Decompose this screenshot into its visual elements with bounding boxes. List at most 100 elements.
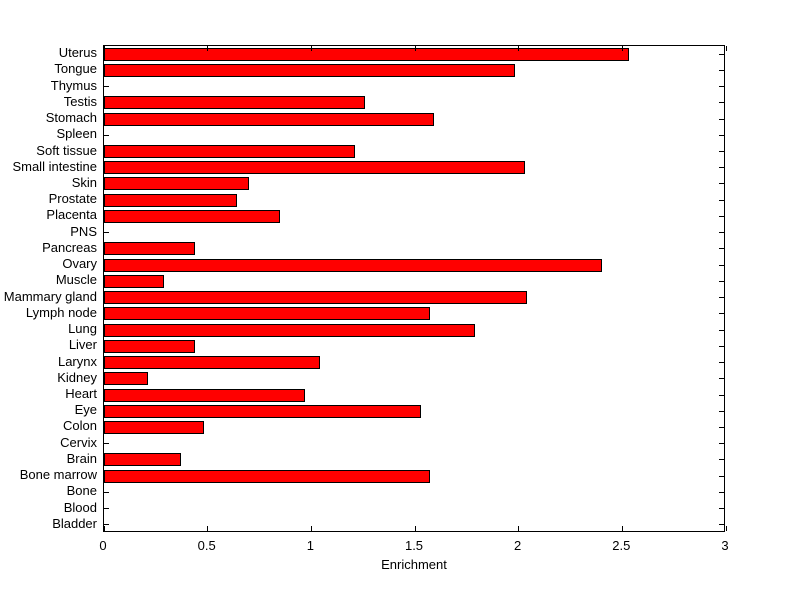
bar-muscle bbox=[104, 274, 165, 288]
y-tick-label-tongue: Tongue bbox=[54, 61, 97, 77]
y-tick-label-eye: Eye bbox=[74, 402, 97, 418]
y-tick-right-stomach bbox=[719, 118, 724, 120]
y-tick-label-mammary-gland: Mammary gland bbox=[3, 288, 97, 304]
bar-ovary bbox=[104, 258, 602, 272]
plot-area bbox=[103, 45, 727, 532]
x-tick-bottom-1.5 bbox=[414, 526, 416, 531]
y-tick-label-thymus: Thymus bbox=[50, 77, 97, 93]
x-tick-top-1.5 bbox=[414, 46, 416, 51]
y-tick-left-pns bbox=[104, 232, 109, 234]
y-tick-right-liver bbox=[719, 345, 724, 347]
y-tick-label-placenta: Placenta bbox=[46, 207, 97, 223]
y-tick-right-blood bbox=[719, 508, 724, 510]
x-tick-top-3 bbox=[725, 46, 727, 51]
bar-soft-tissue bbox=[104, 145, 355, 159]
x-tick-label-1: 1 bbox=[306, 538, 314, 553]
y-tick-right-skin bbox=[719, 183, 724, 185]
bar-lymph-node bbox=[104, 307, 430, 321]
y-tick-left-thymus bbox=[104, 86, 109, 88]
x-tick-top-0.5 bbox=[207, 46, 209, 51]
y-tick-label-spleen: Spleen bbox=[56, 126, 97, 142]
bar-eye bbox=[104, 404, 422, 418]
y-tick-right-small-intestine bbox=[719, 167, 724, 169]
bar-pancreas bbox=[104, 242, 196, 256]
bar-kidney bbox=[104, 372, 148, 386]
bar-lung bbox=[104, 323, 476, 337]
bar-colon bbox=[104, 420, 204, 434]
y-tick-label-liver: Liver bbox=[68, 337, 97, 353]
bar-heart bbox=[104, 388, 306, 402]
y-tick-right-soft-tissue bbox=[719, 151, 724, 153]
bar-brain bbox=[104, 453, 181, 467]
x-tick-bottom-0.5 bbox=[207, 526, 209, 531]
y-tick-left-spleen bbox=[104, 134, 109, 136]
bar-tongue bbox=[104, 63, 515, 77]
y-tick-right-eye bbox=[719, 410, 724, 412]
y-tick-label-bone-marrow: Bone marrow bbox=[19, 467, 97, 483]
y-tick-right-bladder bbox=[719, 524, 724, 526]
y-tick-right-cervix bbox=[719, 443, 724, 445]
x-tick-bottom-1 bbox=[310, 526, 312, 531]
y-tick-right-lymph-node bbox=[719, 313, 724, 315]
y-tick-right-lung bbox=[719, 329, 724, 331]
x-axis-title: Enrichment bbox=[381, 557, 447, 572]
y-tick-label-uterus: Uterus bbox=[58, 45, 97, 61]
y-tick-label-ovary: Ovary bbox=[62, 256, 97, 272]
y-tick-right-prostate bbox=[719, 199, 724, 201]
y-tick-right-pns bbox=[719, 232, 724, 234]
y-tick-right-ovary bbox=[719, 264, 724, 266]
y-tick-right-pancreas bbox=[719, 248, 724, 250]
bar-mammary-gland bbox=[104, 291, 527, 305]
bar-small-intestine bbox=[104, 161, 525, 175]
y-tick-left-bone bbox=[104, 491, 109, 493]
y-tick-right-colon bbox=[719, 426, 724, 428]
bar-skin bbox=[104, 177, 250, 191]
x-tick-label-0: 0 bbox=[99, 538, 107, 553]
x-tick-top-2.5 bbox=[621, 46, 623, 51]
y-tick-right-bone bbox=[719, 491, 724, 493]
x-tick-bottom-3 bbox=[725, 526, 727, 531]
y-tick-label-skin: Skin bbox=[71, 174, 97, 190]
x-tick-label-3: 3 bbox=[721, 538, 729, 553]
bar-testis bbox=[104, 96, 366, 110]
y-tick-right-brain bbox=[719, 459, 724, 461]
y-tick-left-bladder bbox=[104, 524, 109, 526]
bar-larynx bbox=[104, 356, 320, 370]
bar-placenta bbox=[104, 209, 281, 223]
y-tick-label-pancreas: Pancreas bbox=[42, 239, 97, 255]
y-tick-label-pns: PNS bbox=[70, 223, 97, 239]
y-tick-right-spleen bbox=[719, 134, 724, 136]
bar-prostate bbox=[104, 193, 237, 207]
y-tick-right-bone-marrow bbox=[719, 475, 724, 477]
y-tick-label-muscle: Muscle bbox=[55, 272, 97, 288]
y-tick-label-small-intestine: Small intestine bbox=[12, 158, 97, 174]
bar-stomach bbox=[104, 112, 434, 126]
y-tick-label-bone: Bone bbox=[66, 483, 97, 499]
y-tick-right-testis bbox=[719, 102, 724, 104]
y-tick-label-lymph-node: Lymph node bbox=[25, 304, 97, 320]
y-tick-right-placenta bbox=[719, 215, 724, 217]
y-tick-right-larynx bbox=[719, 362, 724, 364]
y-tick-right-kidney bbox=[719, 378, 724, 380]
y-tick-right-thymus bbox=[719, 86, 724, 88]
y-tick-right-heart bbox=[719, 394, 724, 396]
x-tick-label-0.5: 0.5 bbox=[197, 538, 216, 553]
y-tick-label-stomach: Stomach bbox=[45, 110, 97, 126]
x-tick-top-1 bbox=[310, 46, 312, 51]
y-tick-label-heart: Heart bbox=[65, 386, 97, 402]
y-tick-right-mammary-gland bbox=[719, 297, 724, 299]
bar-liver bbox=[104, 339, 196, 353]
y-tick-label-testis: Testis bbox=[63, 93, 97, 109]
x-tick-bottom-2.5 bbox=[621, 526, 623, 531]
bar-uterus bbox=[104, 47, 629, 61]
x-tick-top-0 bbox=[103, 46, 105, 51]
y-tick-label-kidney: Kidney bbox=[57, 369, 97, 385]
y-tick-label-cervix: Cervix bbox=[60, 434, 97, 450]
bar-bone-marrow bbox=[104, 469, 430, 483]
y-tick-right-tongue bbox=[719, 69, 724, 71]
y-tick-right-uterus bbox=[719, 53, 724, 55]
y-tick-label-colon: Colon bbox=[63, 418, 97, 434]
x-tick-label-2: 2 bbox=[514, 538, 522, 553]
y-tick-label-larynx: Larynx bbox=[57, 353, 97, 369]
